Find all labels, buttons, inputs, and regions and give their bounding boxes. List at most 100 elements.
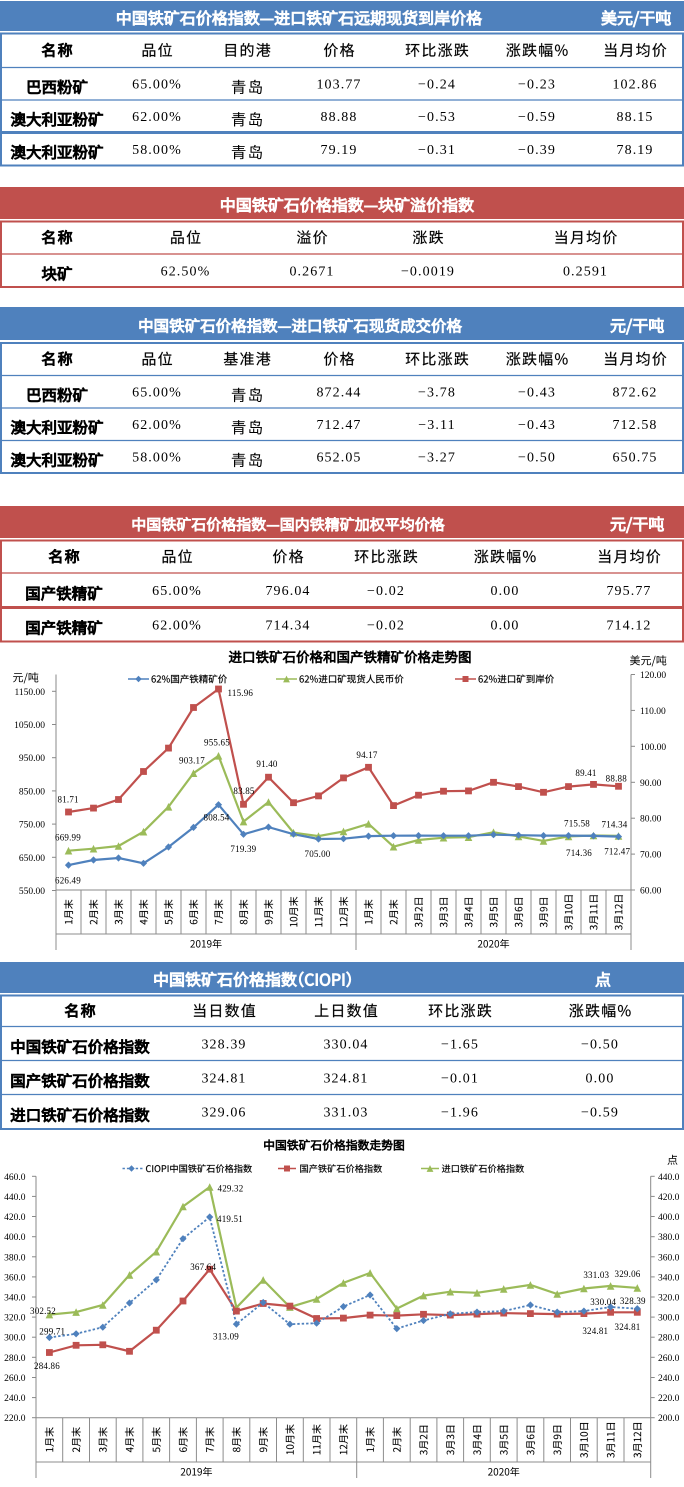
svg-text:380.0: 380.0	[658, 1233, 680, 1243]
svg-text:360.0: 360.0	[4, 1273, 26, 1283]
svg-text:380.0: 380.0	[4, 1253, 26, 1263]
svg-text:−0.31: −0.31	[418, 143, 456, 158]
svg-text:420.0: 420.0	[4, 1213, 26, 1223]
svg-text:62.50%: 62.50%	[161, 264, 211, 279]
svg-text:313.09: 313.09	[213, 1332, 239, 1342]
svg-text:90.00: 90.00	[640, 779, 662, 789]
svg-text:58.00%: 58.00%	[132, 143, 182, 158]
svg-text:−0.0019: −0.0019	[401, 264, 455, 279]
svg-text:300.0: 300.0	[658, 1314, 680, 1324]
svg-text:872.44: 872.44	[316, 386, 361, 401]
svg-text:220.0: 220.0	[658, 1394, 680, 1404]
svg-text:400.0: 400.0	[658, 1213, 680, 1223]
svg-text:220.0: 220.0	[4, 1414, 26, 1424]
svg-text:88.15: 88.15	[617, 110, 654, 125]
svg-text:299.71: 299.71	[39, 1327, 65, 1337]
svg-text:70.00: 70.00	[640, 851, 662, 861]
svg-text:795.77: 795.77	[606, 584, 651, 599]
svg-text:712.47: 712.47	[316, 418, 361, 433]
svg-text:260.0: 260.0	[4, 1374, 26, 1384]
svg-text:420.0: 420.0	[658, 1193, 680, 1203]
svg-text:300.0: 300.0	[4, 1334, 26, 1344]
svg-text:78.19: 78.19	[617, 143, 654, 158]
svg-text:302.52: 302.52	[30, 1306, 56, 1316]
svg-text:−0.23: −0.23	[518, 78, 556, 93]
svg-text:−1.96: −1.96	[441, 1106, 479, 1121]
svg-text:440.0: 440.0	[4, 1193, 26, 1203]
svg-text:626.49: 626.49	[55, 876, 81, 886]
svg-text:872.62: 872.62	[612, 386, 657, 401]
svg-text:719.39: 719.39	[230, 844, 256, 854]
svg-text:62.00%: 62.00%	[132, 110, 182, 125]
svg-text:240.0: 240.0	[4, 1394, 26, 1404]
svg-text:−0.43: −0.43	[518, 386, 556, 401]
svg-text:330.04: 330.04	[590, 1297, 616, 1307]
svg-text:88.88: 88.88	[606, 774, 628, 784]
svg-text:−0.50: −0.50	[581, 1037, 619, 1052]
svg-text:−0.59: −0.59	[518, 110, 556, 125]
svg-text:240.0: 240.0	[658, 1374, 680, 1384]
svg-text:62.00%: 62.00%	[152, 618, 202, 633]
svg-text:796.04: 796.04	[265, 584, 310, 599]
svg-text:320.0: 320.0	[4, 1314, 26, 1324]
svg-text:−0.50: −0.50	[518, 451, 556, 466]
svg-text:79.19: 79.19	[321, 143, 358, 158]
svg-text:0.2671: 0.2671	[289, 264, 334, 279]
svg-text:340.0: 340.0	[4, 1294, 26, 1304]
svg-text:650.00: 650.00	[19, 854, 45, 864]
svg-text:−3.11: −3.11	[418, 418, 455, 433]
svg-text:83.85: 83.85	[233, 786, 255, 796]
svg-text:−0.43: −0.43	[518, 418, 556, 433]
svg-text:280.0: 280.0	[4, 1354, 26, 1364]
svg-text:100.00: 100.00	[640, 743, 666, 753]
svg-text:91.40: 91.40	[256, 759, 278, 769]
svg-text:950.00: 950.00	[19, 754, 45, 764]
svg-text:80.00: 80.00	[640, 815, 662, 825]
svg-text:324.81: 324.81	[615, 1322, 641, 1332]
svg-text:712.58: 712.58	[612, 418, 657, 433]
svg-text:62.00%: 62.00%	[132, 418, 182, 433]
svg-text:429.32: 429.32	[218, 1184, 244, 1194]
svg-text:650.75: 650.75	[612, 451, 657, 466]
svg-text:367.64: 367.64	[190, 1262, 216, 1272]
svg-text:750.00: 750.00	[19, 821, 45, 831]
svg-text:652.05: 652.05	[316, 451, 361, 466]
svg-text:200.0: 200.0	[658, 1414, 680, 1424]
svg-text:328.39: 328.39	[620, 1296, 646, 1306]
svg-text:955.65: 955.65	[204, 738, 230, 748]
svg-text:712.47: 712.47	[604, 847, 630, 857]
svg-text:65.00%: 65.00%	[132, 78, 182, 93]
svg-text:0.00: 0.00	[491, 618, 520, 633]
svg-text:1050.00: 1050.00	[14, 721, 45, 731]
svg-text:324.81: 324.81	[201, 1071, 246, 1086]
svg-text:550.00: 550.00	[19, 887, 45, 897]
svg-text:324.81: 324.81	[582, 1326, 608, 1336]
svg-text:0.00: 0.00	[586, 1071, 615, 1086]
svg-text:0.2591: 0.2591	[563, 264, 608, 279]
svg-text:94.17: 94.17	[356, 750, 378, 760]
svg-text:329.06: 329.06	[201, 1106, 246, 1121]
svg-text:360.0: 360.0	[658, 1253, 680, 1263]
svg-text:714.36: 714.36	[566, 848, 592, 858]
svg-text:280.0: 280.0	[658, 1334, 680, 1344]
svg-text:328.39: 328.39	[201, 1037, 246, 1052]
svg-text:−0.53: −0.53	[418, 110, 456, 125]
svg-text:331.03: 331.03	[323, 1106, 368, 1121]
svg-text:808.54: 808.54	[204, 813, 230, 823]
svg-text:0.00: 0.00	[491, 584, 520, 599]
svg-text:60.00: 60.00	[640, 887, 662, 897]
svg-text:−0.39: −0.39	[518, 143, 556, 158]
svg-text:−0.59: −0.59	[581, 1106, 619, 1121]
svg-text:331.03: 331.03	[583, 1270, 609, 1280]
svg-text:669.99: 669.99	[55, 833, 81, 843]
svg-text:88.88: 88.88	[321, 110, 358, 125]
svg-text:−0.02: −0.02	[367, 618, 405, 633]
svg-text:440.0: 440.0	[658, 1173, 680, 1183]
svg-text:−0.24: −0.24	[418, 78, 456, 93]
svg-text:320.0: 320.0	[658, 1294, 680, 1304]
svg-text:705.00: 705.00	[305, 849, 331, 859]
svg-text:65.00%: 65.00%	[132, 386, 182, 401]
svg-text:460.0: 460.0	[4, 1173, 26, 1183]
svg-text:1150.00: 1150.00	[14, 688, 45, 698]
svg-text:102.86: 102.86	[612, 78, 657, 93]
